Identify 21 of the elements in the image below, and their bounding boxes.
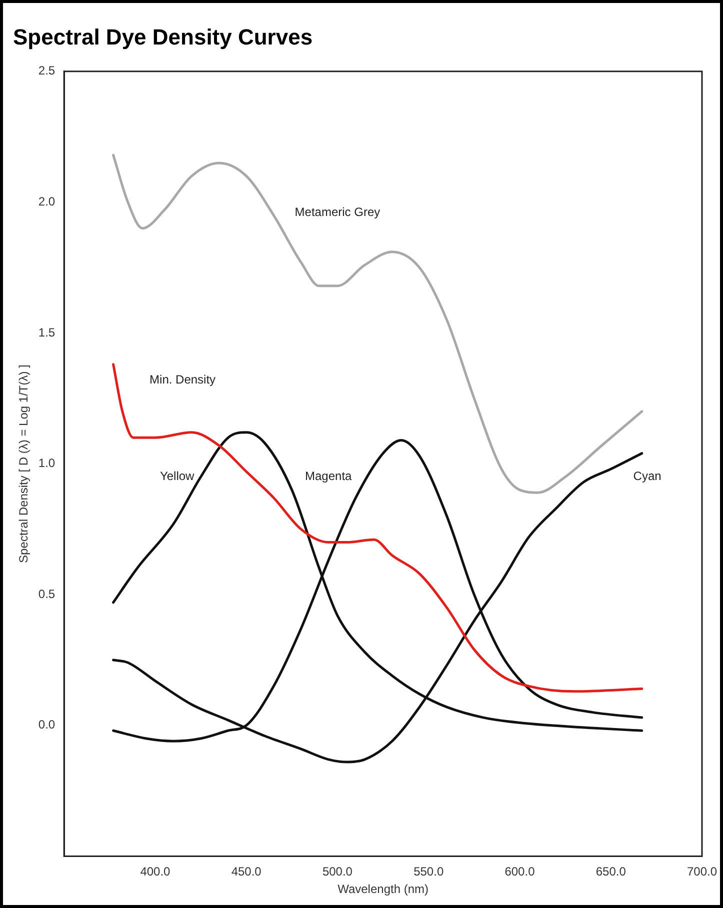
y-tick-label: 2.5 [38,64,56,78]
series-label: Metameric Grey [294,204,380,219]
series-label: Magenta [305,469,352,484]
y-tick-label: 1.0 [38,456,56,470]
text: Min. Density [150,372,216,386]
x-tick-label: 600.0 [504,864,536,879]
x-axis-title: Wavelength (nm) [338,882,428,896]
y-tick-label: 2.0 [38,194,56,209]
x-tick-label: 450.0 [231,864,262,879]
x-tick-label: 550.0 [414,864,444,879]
x-tick-label: 700.0 [686,864,718,879]
series-label: Cyan [633,469,662,484]
series-label: Yellow [160,469,195,484]
chart-title: Spectral Dye Density Curves [13,24,313,50]
y-axis-title: Spectral Density [ D (λ) = Log 1/T(λ) ] [16,364,31,564]
x-tick-label: 500.0 [322,864,353,879]
y-tick-label: 0.0 [38,718,56,732]
x-tick-label: 400.0 [140,864,171,879]
y-tick-label: 0.5 [38,586,56,601]
x-tick-label: 650.0 [596,864,626,879]
y-tick-label: 1.5 [38,325,56,340]
